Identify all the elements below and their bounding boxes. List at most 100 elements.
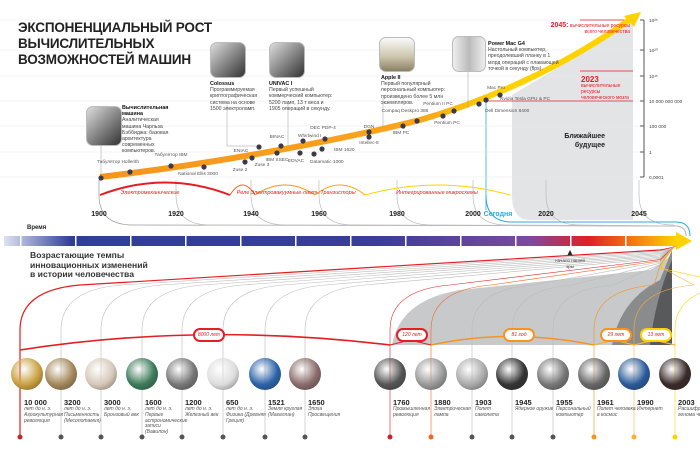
- machine-point: [451, 108, 457, 114]
- card-apple-ii: Apple II Первый популярный персональный к…: [381, 75, 461, 106]
- event-text: лет до н. э. Письменность (Месопотамия): [64, 406, 101, 424]
- today-connector: [485, 194, 691, 237]
- event-dot: [58, 434, 64, 440]
- machine-label: Pentium II PC: [423, 101, 453, 107]
- time-label: Время: [27, 225, 47, 231]
- event-image: [659, 358, 691, 390]
- event-image: [496, 358, 528, 390]
- event-dot: [591, 434, 597, 440]
- event-image: [126, 358, 158, 390]
- event-year: 1521: [268, 398, 285, 407]
- machine-points: Табулятор Hollerith Табулятор IBM National…: [97, 70, 551, 181]
- future-region: [512, 20, 633, 220]
- y-tick-label: 10²⁰: [649, 48, 658, 54]
- timeline-arrow-head: [676, 232, 692, 250]
- machine-label: National Ellis 3000: [178, 171, 218, 177]
- event-year: 10 000: [24, 398, 47, 407]
- machine-point: [168, 163, 174, 169]
- event-item: 1961 Полет человека в космос: [597, 398, 637, 419]
- subtitle-line: инновационных изменений: [30, 259, 148, 270]
- card-power-mac-g4: Power Mac G4 Настольный компьютер, преодо…: [488, 41, 563, 72]
- machine-point: [440, 113, 446, 119]
- y-ticks: 10²⁵ 10²⁰ 10¹⁵ 10 000 000 000 100 000 1 0,0001: [640, 18, 683, 181]
- era-start-marker: [567, 250, 573, 256]
- interval-badge: 81 год: [503, 328, 535, 342]
- event-item: 1955 Персональный компьютер: [556, 398, 596, 419]
- machine-label: IBM SSEC: [266, 157, 289, 163]
- milestone-text: вычислительные ресурсы всего человечеств…: [569, 23, 630, 35]
- card-title: Power Mac G4: [488, 41, 525, 47]
- machine-label: BINAC: [270, 134, 285, 140]
- card-text: Первый популярный персональный компьютер…: [381, 81, 446, 106]
- event-dot: [17, 434, 23, 440]
- machine-label: Compaq Deskpro 386: [382, 108, 429, 114]
- timeline-divider: [130, 236, 132, 246]
- event-text: Интернет: [637, 406, 663, 412]
- event-image: [207, 358, 239, 390]
- timeline-dividers: [20, 236, 627, 246]
- era-arc: [254, 184, 316, 196]
- event-dot: [509, 434, 515, 440]
- timeline-divider: [240, 236, 242, 246]
- event-item: 1760 Промышленная революция: [393, 398, 433, 419]
- event-fans: [17, 245, 700, 440]
- machine-label: Табулятор Hollerith: [97, 159, 139, 165]
- machine-label: IBM PC: [393, 130, 410, 136]
- machine-point: [414, 118, 420, 124]
- event-item: 1521 Земля круглая (Магеллан): [268, 398, 308, 419]
- era-label: Электромеханические: [120, 190, 179, 196]
- card-text: Программируемая криптографическая систем…: [210, 87, 258, 112]
- era-start-label: начало нашей эры: [555, 258, 585, 269]
- event-dot: [179, 434, 185, 440]
- machine-label: Whirlwind I: [298, 133, 321, 139]
- machine-point: [256, 144, 262, 150]
- event-item: 2003Расшифровка генома человека: [678, 398, 700, 419]
- event-year: 1990: [637, 398, 654, 407]
- event-text: Персональный компьютер: [556, 406, 591, 418]
- milestone-year: 2045:: [550, 22, 569, 29]
- analytical-engine-point: [98, 175, 104, 181]
- event-image: [415, 358, 447, 390]
- callout-line: [226, 105, 257, 147]
- y-tick-label: 10 000 000 000: [649, 99, 683, 105]
- event-year: 1955: [556, 398, 573, 407]
- card-title: UNIVAC I: [269, 81, 293, 87]
- event-item: 1200 лет до н. э. Железный век: [185, 398, 225, 419]
- event-dot: [387, 434, 393, 440]
- event-dot: [220, 434, 226, 440]
- analytical-engine-photo: [86, 106, 122, 146]
- univac-photo: [269, 42, 305, 78]
- machine-point: [274, 150, 280, 156]
- timeline-divider: [405, 236, 407, 246]
- interval-badge: 13 лет: [640, 328, 672, 342]
- event-image: [249, 358, 281, 390]
- event-dot: [428, 434, 434, 440]
- card-title: Colossus: [210, 81, 235, 87]
- power-mac-photo: [452, 36, 486, 72]
- event-text: лет до н. э. Железный век: [185, 406, 219, 418]
- title-line: ВОЗМОЖНОСТЕЙ МАШИН: [18, 52, 191, 67]
- growth-curve: [99, 15, 634, 180]
- machine-point: [201, 164, 207, 170]
- connector-loops: 1900 1920 1940 1960 1980 2000 Сегодня 2020 2045: [91, 180, 691, 237]
- event-dot: [139, 434, 145, 440]
- event-year: 2003: [678, 398, 695, 407]
- timeline-divider: [625, 236, 627, 246]
- timeline-divider: [75, 236, 77, 246]
- machine-label: Dell Dimension 8400: [485, 108, 530, 114]
- machine-label: Datamatic 1000: [310, 159, 344, 165]
- interval-badge: 120 лет: [396, 328, 428, 342]
- era-label: Транзисторы: [320, 190, 355, 196]
- event-text: Эпоха Просвещения: [308, 406, 341, 418]
- event-item: 1600 лет до н. э. Первые астрономические …: [145, 398, 187, 436]
- event-year: 1200: [185, 398, 202, 407]
- event-year: 3000: [104, 398, 121, 407]
- machine-label: Zuse 2: [233, 167, 248, 173]
- milestone-2045: 2045: вычислительные ресурсы всего челов…: [545, 22, 630, 35]
- event-dot: [98, 434, 104, 440]
- year-label: Сегодня: [484, 211, 513, 218]
- machine-label: Nvidia Tesla GPU & PC: [500, 96, 551, 102]
- event-year: 650: [226, 398, 239, 407]
- machine-point: [249, 155, 255, 161]
